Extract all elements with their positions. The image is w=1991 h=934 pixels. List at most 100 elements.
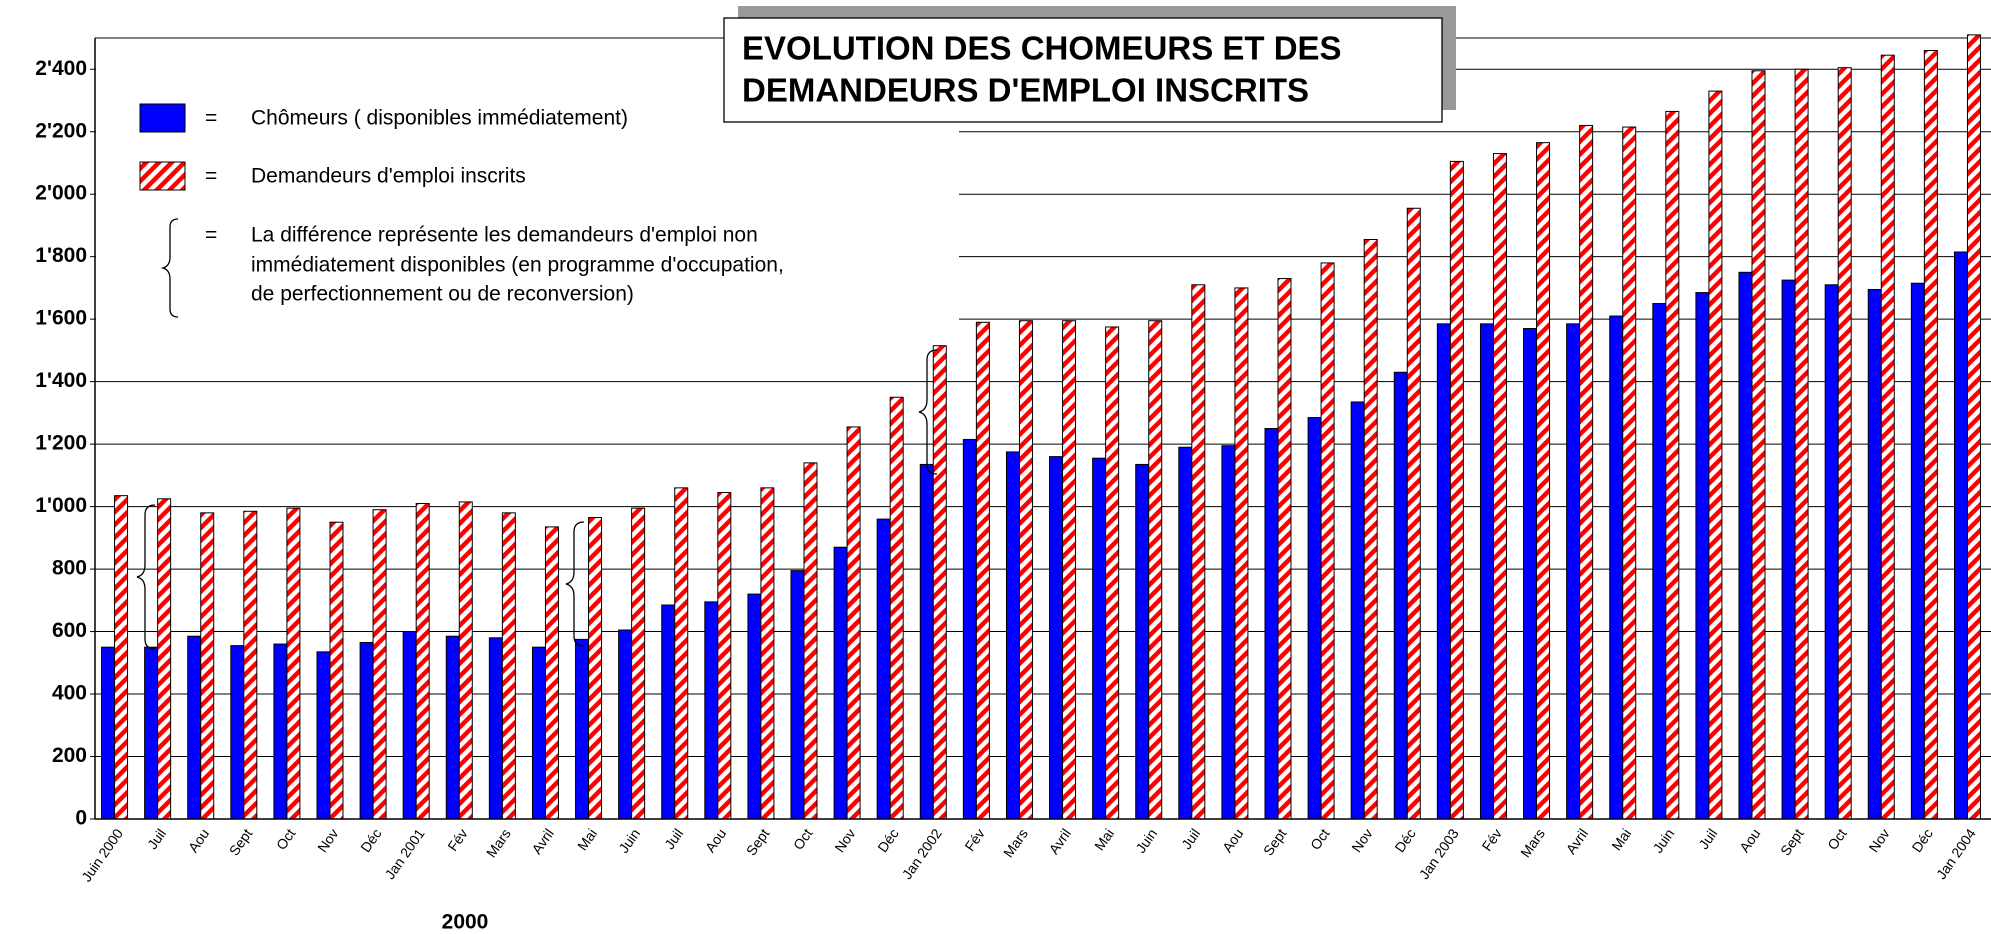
y-tick-label: 1'000 <box>35 494 87 517</box>
bar <box>1579 124 1594 820</box>
bar <box>790 570 805 820</box>
bar <box>803 462 818 820</box>
x-tick-label: Juil <box>1178 826 1203 852</box>
x-tick-label: Mai <box>574 826 600 854</box>
x-tick-label: Juin <box>1649 826 1677 856</box>
bar <box>1566 323 1581 820</box>
legend-swatch <box>139 161 186 191</box>
x-tick-label: Aou <box>702 826 729 856</box>
x-tick-label: Oct <box>1824 826 1850 853</box>
x-tick-label: Déc <box>1391 826 1418 856</box>
legend-note: de perfectionnement ou de reconversion) <box>251 283 634 306</box>
bar <box>1837 67 1852 820</box>
x-tick-label: Juil <box>661 826 686 852</box>
bar <box>1092 457 1107 820</box>
legend-note: La différence représente les demandeurs … <box>251 224 758 247</box>
bar <box>101 646 116 820</box>
x-tick-label: Sept <box>1260 826 1290 859</box>
x-tick-label: Déc <box>874 826 901 856</box>
bar <box>1622 126 1637 820</box>
bar <box>1363 238 1378 820</box>
bar <box>631 507 646 820</box>
bar <box>1695 292 1710 820</box>
x-tick-label: Sept <box>743 826 773 859</box>
legend-separator: = <box>205 224 217 247</box>
x-tick-label: Juin 2000 <box>78 825 126 884</box>
bar <box>889 396 904 820</box>
legend-label: Demandeurs d'emploi inscrits <box>251 165 526 188</box>
bar <box>1221 445 1236 820</box>
bar <box>114 495 129 820</box>
y-tick-label: 2'000 <box>35 182 87 205</box>
bar <box>1307 417 1322 820</box>
x-tick-label: Jan 2003 <box>1416 825 1462 882</box>
bar <box>1191 284 1206 820</box>
x-tick-label: Mars <box>483 826 514 861</box>
bar <box>157 498 172 820</box>
bar <box>1880 54 1895 820</box>
bar <box>1824 284 1839 820</box>
braces <box>136 218 938 650</box>
bar <box>1523 328 1538 820</box>
bar <box>531 646 546 820</box>
bar <box>876 518 891 820</box>
bar <box>1018 320 1033 820</box>
x-tick-label: Nov <box>831 826 858 856</box>
brace <box>136 504 156 650</box>
bar <box>1966 34 1981 820</box>
bar <box>1148 320 1163 820</box>
x-tick-label: Sept <box>226 826 256 859</box>
bar <box>230 645 245 820</box>
bar <box>501 512 516 820</box>
x-group-label: 2000 <box>442 911 489 934</box>
bar <box>458 501 473 820</box>
x-tick-label: Sept <box>1777 826 1807 859</box>
bar <box>1652 303 1667 820</box>
bar <box>1135 463 1150 820</box>
chart-title: DEMANDEURS D'EMPLOI INSCRITS <box>742 72 1309 109</box>
bar <box>243 510 258 820</box>
x-tick-label: Mai <box>1091 826 1117 854</box>
y-tick-label: 600 <box>52 619 87 642</box>
bar <box>415 502 430 820</box>
x-tick-label: Juil <box>144 826 169 852</box>
bar <box>488 637 503 820</box>
x-tick-label: Déc <box>357 826 384 856</box>
bar <box>760 487 775 820</box>
x-tick-label: Aou <box>1736 826 1763 856</box>
bar <box>1062 320 1077 820</box>
bar <box>1406 207 1421 820</box>
bar <box>1264 428 1279 820</box>
bar <box>316 651 331 820</box>
bar <box>1449 160 1464 820</box>
bar <box>1178 446 1193 820</box>
brace <box>565 521 585 647</box>
x-tick-label: Mars <box>1517 826 1548 861</box>
bar <box>1234 287 1249 820</box>
bar <box>1277 278 1292 820</box>
bar <box>445 635 460 820</box>
bar <box>932 345 947 820</box>
x-tick-label: Fév <box>444 826 470 854</box>
y-tick-label: 1'600 <box>35 307 87 330</box>
legend-note: immédiatement disponibles (en programme … <box>251 254 784 277</box>
x-tick-label: Avril <box>528 826 557 857</box>
x-tick-label: Mars <box>1000 826 1031 861</box>
y-tick-label: 0 <box>75 807 87 830</box>
bar <box>372 509 387 820</box>
x-tick-label: Oct <box>790 826 816 853</box>
bar <box>402 631 417 820</box>
brace <box>918 349 938 475</box>
bar <box>833 546 848 820</box>
bar <box>588 517 603 820</box>
bar <box>704 601 719 820</box>
bar <box>1105 326 1120 820</box>
bar <box>187 635 202 820</box>
legend-separator: = <box>205 107 217 130</box>
legend-label: Chômeurs ( disponibles immédiatement) <box>251 107 628 130</box>
x-tick-label: Juin <box>615 826 643 856</box>
bar <box>846 426 861 820</box>
legend-separator: = <box>205 165 217 188</box>
bar <box>273 643 288 820</box>
